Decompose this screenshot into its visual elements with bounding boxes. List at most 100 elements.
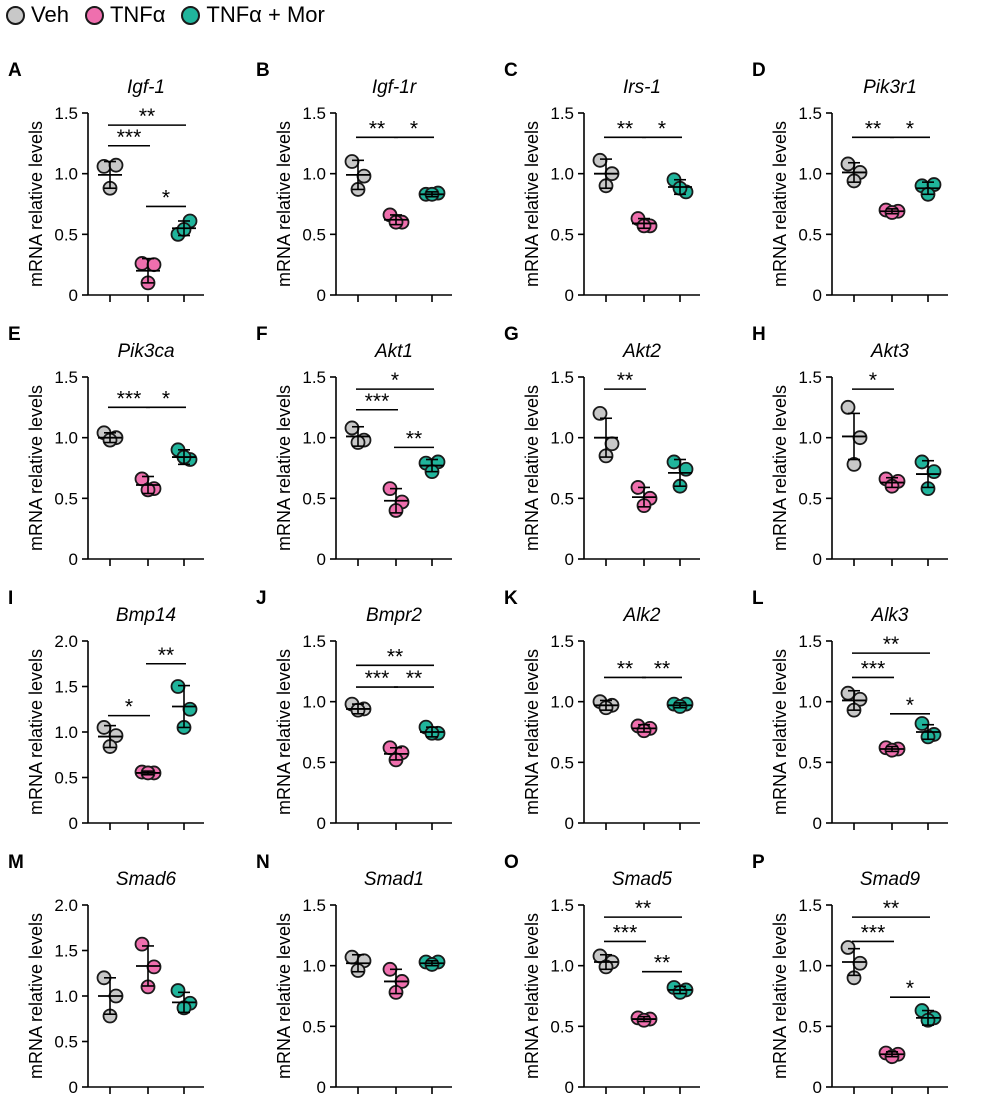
panel-o-sig-label-1: *** [613, 921, 638, 944]
panel-d-ytick-label-0: 0 [813, 286, 822, 305]
panel-g-ytick-label-1: 0.5 [550, 489, 574, 508]
panel-c-ytick-label-3: 1.5 [550, 104, 574, 123]
panel-d-sig-label-0: ** [865, 117, 881, 140]
panel-l-ytick-label-2: 1.0 [798, 693, 822, 712]
panel-d-ytick-label-3: 1.5 [798, 104, 822, 123]
panel-m: M Smad6 mRNA relative levels 0 0.5 1.0 1.5 2.0 [8, 852, 204, 1097]
panel-g: G Akt2 mRNA relative levels 0 0.5 1.0 1.5 ** [504, 324, 700, 569]
panel-h-letter: H [752, 324, 766, 345]
panel-j-ytick-label-2: 1.0 [302, 693, 326, 712]
panel-j-letter: J [256, 588, 267, 609]
panel-f-ytick-label-0: 0 [317, 550, 326, 569]
panel-i-point-veh-0 [96, 720, 112, 735]
panel-f-sig-label-0: * [391, 369, 399, 392]
panel-f-point-veh-0 [344, 420, 360, 436]
legend-marker-veh [6, 5, 25, 25]
panel-e-ytick-label-2: 1.0 [54, 429, 78, 448]
panel-h-title: Akt3 [870, 341, 909, 362]
panel-p-ytick-label-3: 1.5 [798, 896, 822, 915]
panel-c-ytick-label-0: 0 [565, 286, 574, 305]
panel-e-ylabel: mRNA relative levels [26, 385, 46, 551]
panel-h-point-tnf-mor-0 [914, 454, 930, 470]
panel-f-sig-label-2: ** [406, 427, 422, 450]
legend-label-tnfa-mor: TNFα + Mor [206, 2, 325, 27]
legend-label-tnfa: TNFα [109, 2, 166, 27]
panel-m-letter: M [8, 852, 24, 873]
panel-e-sig-label-1: * [162, 387, 170, 410]
panel-o-sig-label-2: ** [654, 952, 670, 975]
panel-e-ytick-label-1: 0.5 [54, 489, 78, 508]
panel-b-ylabel: mRNA relative levels [274, 121, 294, 287]
panel-n-ytick-label-1: 0.5 [302, 1017, 326, 1036]
panel-l-sig-label-1: *** [861, 657, 886, 680]
panel-l-sig-label-0: ** [883, 633, 899, 656]
panel-i-point-tnf-mor-0 [170, 679, 186, 694]
panel-i-ytick-label-4: 2.0 [54, 632, 78, 651]
panel-o-ytick-label-3: 1.5 [550, 896, 574, 915]
panel-a-title: Igf-1 [127, 77, 165, 98]
panel-k-ytick-label-1: 0.5 [550, 753, 574, 772]
panel-b-ytick-label-3: 1.5 [302, 104, 326, 123]
panel-f-title: Akt1 [374, 341, 413, 362]
panel-g-sig-label-0: ** [617, 369, 633, 392]
panel-k-ylabel: mRNA relative levels [522, 649, 542, 815]
panel-e-title: Pik3ca [117, 341, 174, 362]
panel-d-letter: D [752, 60, 766, 81]
panel-g-point-veh-1 [604, 436, 620, 452]
panel-b-title: Igf-1r [372, 77, 417, 98]
panel-a-ytick-label-2: 1.0 [54, 165, 78, 184]
panel-l-ytick-label-0: 0 [813, 814, 822, 833]
panel-p-ytick-label-1: 0.5 [798, 1017, 822, 1036]
panel-m-title: Smad6 [116, 869, 177, 890]
panel-k-letter: K [504, 588, 518, 609]
panel-b-sig-label-0: ** [369, 117, 385, 140]
panel-l-point-veh-0 [840, 685, 856, 701]
panel-e-sig-label-0: *** [117, 387, 142, 410]
panel-n-ytick-label-2: 1.0 [302, 957, 326, 976]
panel-g-point-tnf-mor-0 [666, 454, 682, 470]
panel-o-ytick-label-1: 0.5 [550, 1017, 574, 1036]
panel-p-point-veh-1 [852, 955, 868, 971]
panel-j-title: Bmpr2 [366, 605, 422, 626]
panel-i-ylabel: mRNA relative levels [26, 649, 46, 815]
panel-f-sig-label-1: *** [365, 390, 390, 413]
panel-c-point-veh-0 [592, 152, 608, 168]
panel-c-title: Irs-1 [623, 77, 661, 98]
panel-p-point-veh-0 [840, 940, 856, 955]
panel-a-ylabel: mRNA relative levels [26, 121, 46, 287]
panel-o-letter: O [504, 852, 519, 873]
panel-b-ytick-label-0: 0 [317, 286, 326, 305]
panel-j-ytick-label-3: 1.5 [302, 632, 326, 651]
panel-d-ytick-label-1: 0.5 [798, 225, 822, 244]
legend-marker-tnfa [84, 5, 104, 25]
panel-i-ytick-label-1: 0.5 [54, 769, 78, 788]
panel-f-ytick-label-1: 0.5 [302, 489, 326, 508]
panel-n-ytick-label-0: 0 [317, 1078, 326, 1097]
legend-marker-tnfa-mor [181, 5, 201, 25]
panel-c-ytick-label-2: 1.0 [550, 165, 574, 184]
panel-j-ytick-label-1: 0.5 [302, 753, 326, 772]
panel-g-ytick-label-3: 1.5 [550, 368, 574, 387]
panel-m-ytick-label-0: 0 [69, 1078, 78, 1097]
panel-d-title: Pik3r1 [863, 77, 917, 98]
panel-i-title: Bmp14 [116, 605, 176, 626]
panel-i-ytick-label-0: 0 [69, 814, 78, 833]
legend: Veh TNFα TNFα + Mor [6, 2, 341, 28]
panel-j-sig-label-0: ** [387, 645, 403, 668]
panel-i: I Bmp14 mRNA relative levels 0 0.5 1.0 1.5 2.0 *… [8, 588, 204, 833]
panel-g-ytick-label-0: 0 [565, 550, 574, 569]
panel-l-letter: L [752, 588, 764, 609]
panel-a-point-tnf-1 [146, 257, 162, 273]
panel-d-point-veh-0 [840, 156, 856, 172]
panel-m-ytick-label-2: 1.0 [54, 987, 78, 1006]
panel-c-sig-label-1: * [658, 117, 666, 140]
panel-l-ylabel: mRNA relative levels [770, 649, 790, 815]
panel-o-ytick-label-2: 1.0 [550, 957, 574, 976]
panel-f-ytick-label-3: 1.5 [302, 368, 326, 387]
